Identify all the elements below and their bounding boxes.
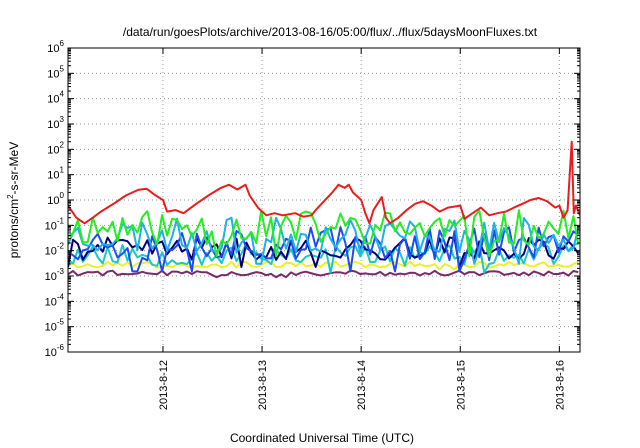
y-tick-label: 10-1 [45,216,65,232]
y-axis-label-suffix: -s-sr-MeV [7,142,21,195]
series-line [68,140,580,225]
y-tick-exponent: -6 [57,343,65,352]
y-tick-base: 10 [45,271,57,283]
y-tick-base: 10 [45,296,57,308]
y-tick-label: 101 [47,166,64,182]
y-tick-exponent: 1 [60,166,65,175]
series-line [68,236,580,268]
y-tick-label: 102 [47,140,64,156]
y-tick-base: 10 [47,195,59,207]
y-tick-base: 10 [45,220,57,232]
y-tick-exponent: -2 [57,242,65,251]
y-axis-label-sup: 2 [6,194,15,199]
x-axis-ticks: 2013-8-12 2013-8-13 2013-8-14 2013-8-15 2013… [158,48,566,410]
y-axis-label-prefix: protons/cm [7,199,21,258]
y-tick-exponent: -5 [57,318,65,327]
y-tick-exponent: 4 [60,90,65,99]
series-line [68,226,579,273]
x-axis-label: Coordinated Universal Time (UTC) [230,431,414,445]
y-tick-label: 10-3 [45,267,65,283]
y-tick-label: 106 [47,39,64,55]
y-tick-label: 103 [47,115,64,131]
y-tick-exponent: -1 [57,216,65,225]
y-tick-base: 10 [45,347,57,359]
series-line [68,260,579,271]
y-tick-base: 10 [47,119,59,131]
y-axis-label: protons/cm2-s-sr-MeV [6,142,21,258]
y-tick-base: 10 [47,43,59,55]
x-tick-label: 2013-8-16 [554,360,566,410]
y-axis-ticks: 10-610-510-410-310-210-11001011021031041… [45,39,580,359]
y-tick-label: 10-6 [45,343,65,359]
y-tick-exponent: -4 [57,292,65,301]
x-tick-label: 2013-8-15 [455,360,467,410]
y-tick-base: 10 [47,144,59,156]
y-tick-label: 104 [47,90,64,106]
y-tick-exponent: -3 [57,267,65,276]
y-tick-exponent: 5 [60,64,65,73]
chart-title: /data/run/goesPlots/archive/2013-08-16/0… [123,25,538,39]
y-tick-label: 100 [47,191,64,207]
y-tick-label: 10-2 [45,242,65,258]
y-tick-exponent: 3 [60,115,65,124]
y-tick-base: 10 [47,68,59,80]
y-tick-exponent: 6 [60,39,65,48]
y-tick-base: 10 [47,94,59,106]
y-tick-label: 105 [47,64,64,80]
y-tick-exponent: 2 [60,140,65,149]
y-tick-label: 10-5 [45,318,65,334]
series-line [68,242,579,274]
x-tick-label: 2013-8-13 [257,360,269,410]
x-tick-label: 2013-8-12 [158,360,170,410]
y-tick-base: 10 [45,246,57,258]
y-tick-exponent: 0 [60,191,65,200]
series-group [68,140,580,279]
series-line [68,269,579,279]
y-tick-base: 10 [47,170,59,182]
x-tick-label: 2013-8-14 [356,360,368,410]
y-tick-label: 10-4 [45,292,65,308]
y-tick-base: 10 [45,322,57,334]
series-line [68,209,580,258]
